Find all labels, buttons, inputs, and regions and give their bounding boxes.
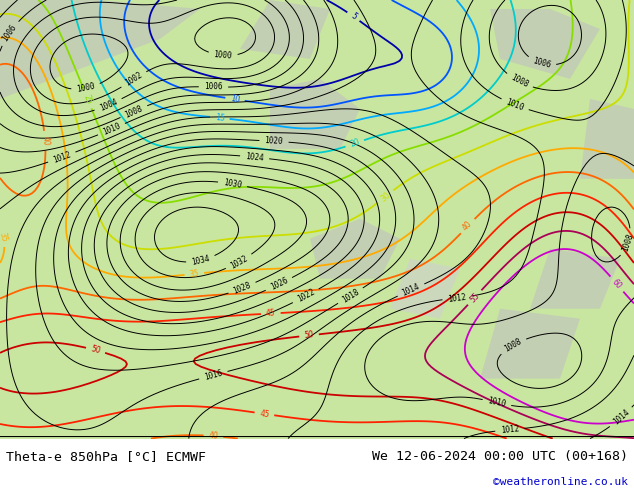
Text: 1026: 1026: [269, 276, 289, 292]
Text: 1000: 1000: [76, 82, 96, 95]
Text: 1022: 1022: [295, 288, 316, 304]
Text: 1024: 1024: [245, 152, 264, 163]
Text: 1006: 1006: [1, 23, 18, 43]
Text: 1028: 1028: [232, 280, 252, 295]
Text: 15: 15: [214, 113, 225, 123]
Text: 1008: 1008: [124, 103, 144, 120]
Text: 1008: 1008: [503, 337, 523, 354]
Text: 1004: 1004: [98, 97, 119, 113]
Text: 40: 40: [41, 136, 50, 146]
Polygon shape: [480, 309, 580, 379]
Text: 1010: 1010: [487, 396, 507, 409]
Text: 1006: 1006: [531, 57, 552, 70]
Text: 45: 45: [266, 309, 276, 318]
Text: 20: 20: [349, 138, 361, 149]
Polygon shape: [310, 219, 400, 279]
Polygon shape: [270, 79, 360, 149]
Text: 1002: 1002: [124, 71, 144, 88]
Text: 1008: 1008: [509, 73, 529, 90]
Text: 1012: 1012: [447, 292, 467, 303]
Text: ©weatheronline.co.uk: ©weatheronline.co.uk: [493, 477, 628, 487]
Text: 1030: 1030: [223, 178, 242, 190]
Text: 1016: 1016: [204, 368, 223, 382]
Text: 10: 10: [230, 94, 240, 104]
Text: Theta-e 850hPa [°C] ECMWF: Theta-e 850hPa [°C] ECMWF: [6, 450, 206, 463]
Text: 1032: 1032: [229, 253, 249, 270]
Text: 1010: 1010: [505, 97, 525, 112]
Polygon shape: [390, 259, 460, 318]
Text: 1034: 1034: [191, 254, 210, 267]
Text: 1006: 1006: [204, 82, 223, 92]
Text: 50: 50: [89, 344, 101, 356]
Polygon shape: [580, 99, 634, 179]
Text: 55: 55: [468, 291, 481, 304]
Text: 1008: 1008: [621, 233, 634, 253]
Text: 50: 50: [304, 330, 314, 341]
Text: 45: 45: [259, 409, 270, 419]
Text: 1014: 1014: [401, 282, 421, 298]
Text: 1018: 1018: [340, 287, 361, 304]
Text: 60: 60: [611, 277, 623, 291]
Text: 1014: 1014: [611, 408, 631, 427]
Text: 1020: 1020: [264, 136, 283, 147]
Text: We 12-06-2024 00:00 UTC (00+168): We 12-06-2024 00:00 UTC (00+168): [372, 450, 628, 463]
Text: 1000: 1000: [214, 50, 233, 61]
Text: 35: 35: [0, 231, 8, 243]
Text: 1012: 1012: [51, 150, 72, 165]
Polygon shape: [240, 0, 330, 59]
Polygon shape: [0, 0, 200, 99]
Text: 5: 5: [349, 11, 358, 22]
Text: 30: 30: [379, 190, 392, 203]
Text: 35: 35: [189, 269, 200, 279]
Text: 40: 40: [461, 220, 474, 233]
Polygon shape: [490, 9, 600, 79]
Polygon shape: [530, 249, 620, 309]
Text: 1010: 1010: [101, 122, 122, 137]
Text: 25: 25: [82, 93, 94, 105]
Text: 40: 40: [208, 431, 219, 441]
Text: 1012: 1012: [500, 424, 519, 435]
